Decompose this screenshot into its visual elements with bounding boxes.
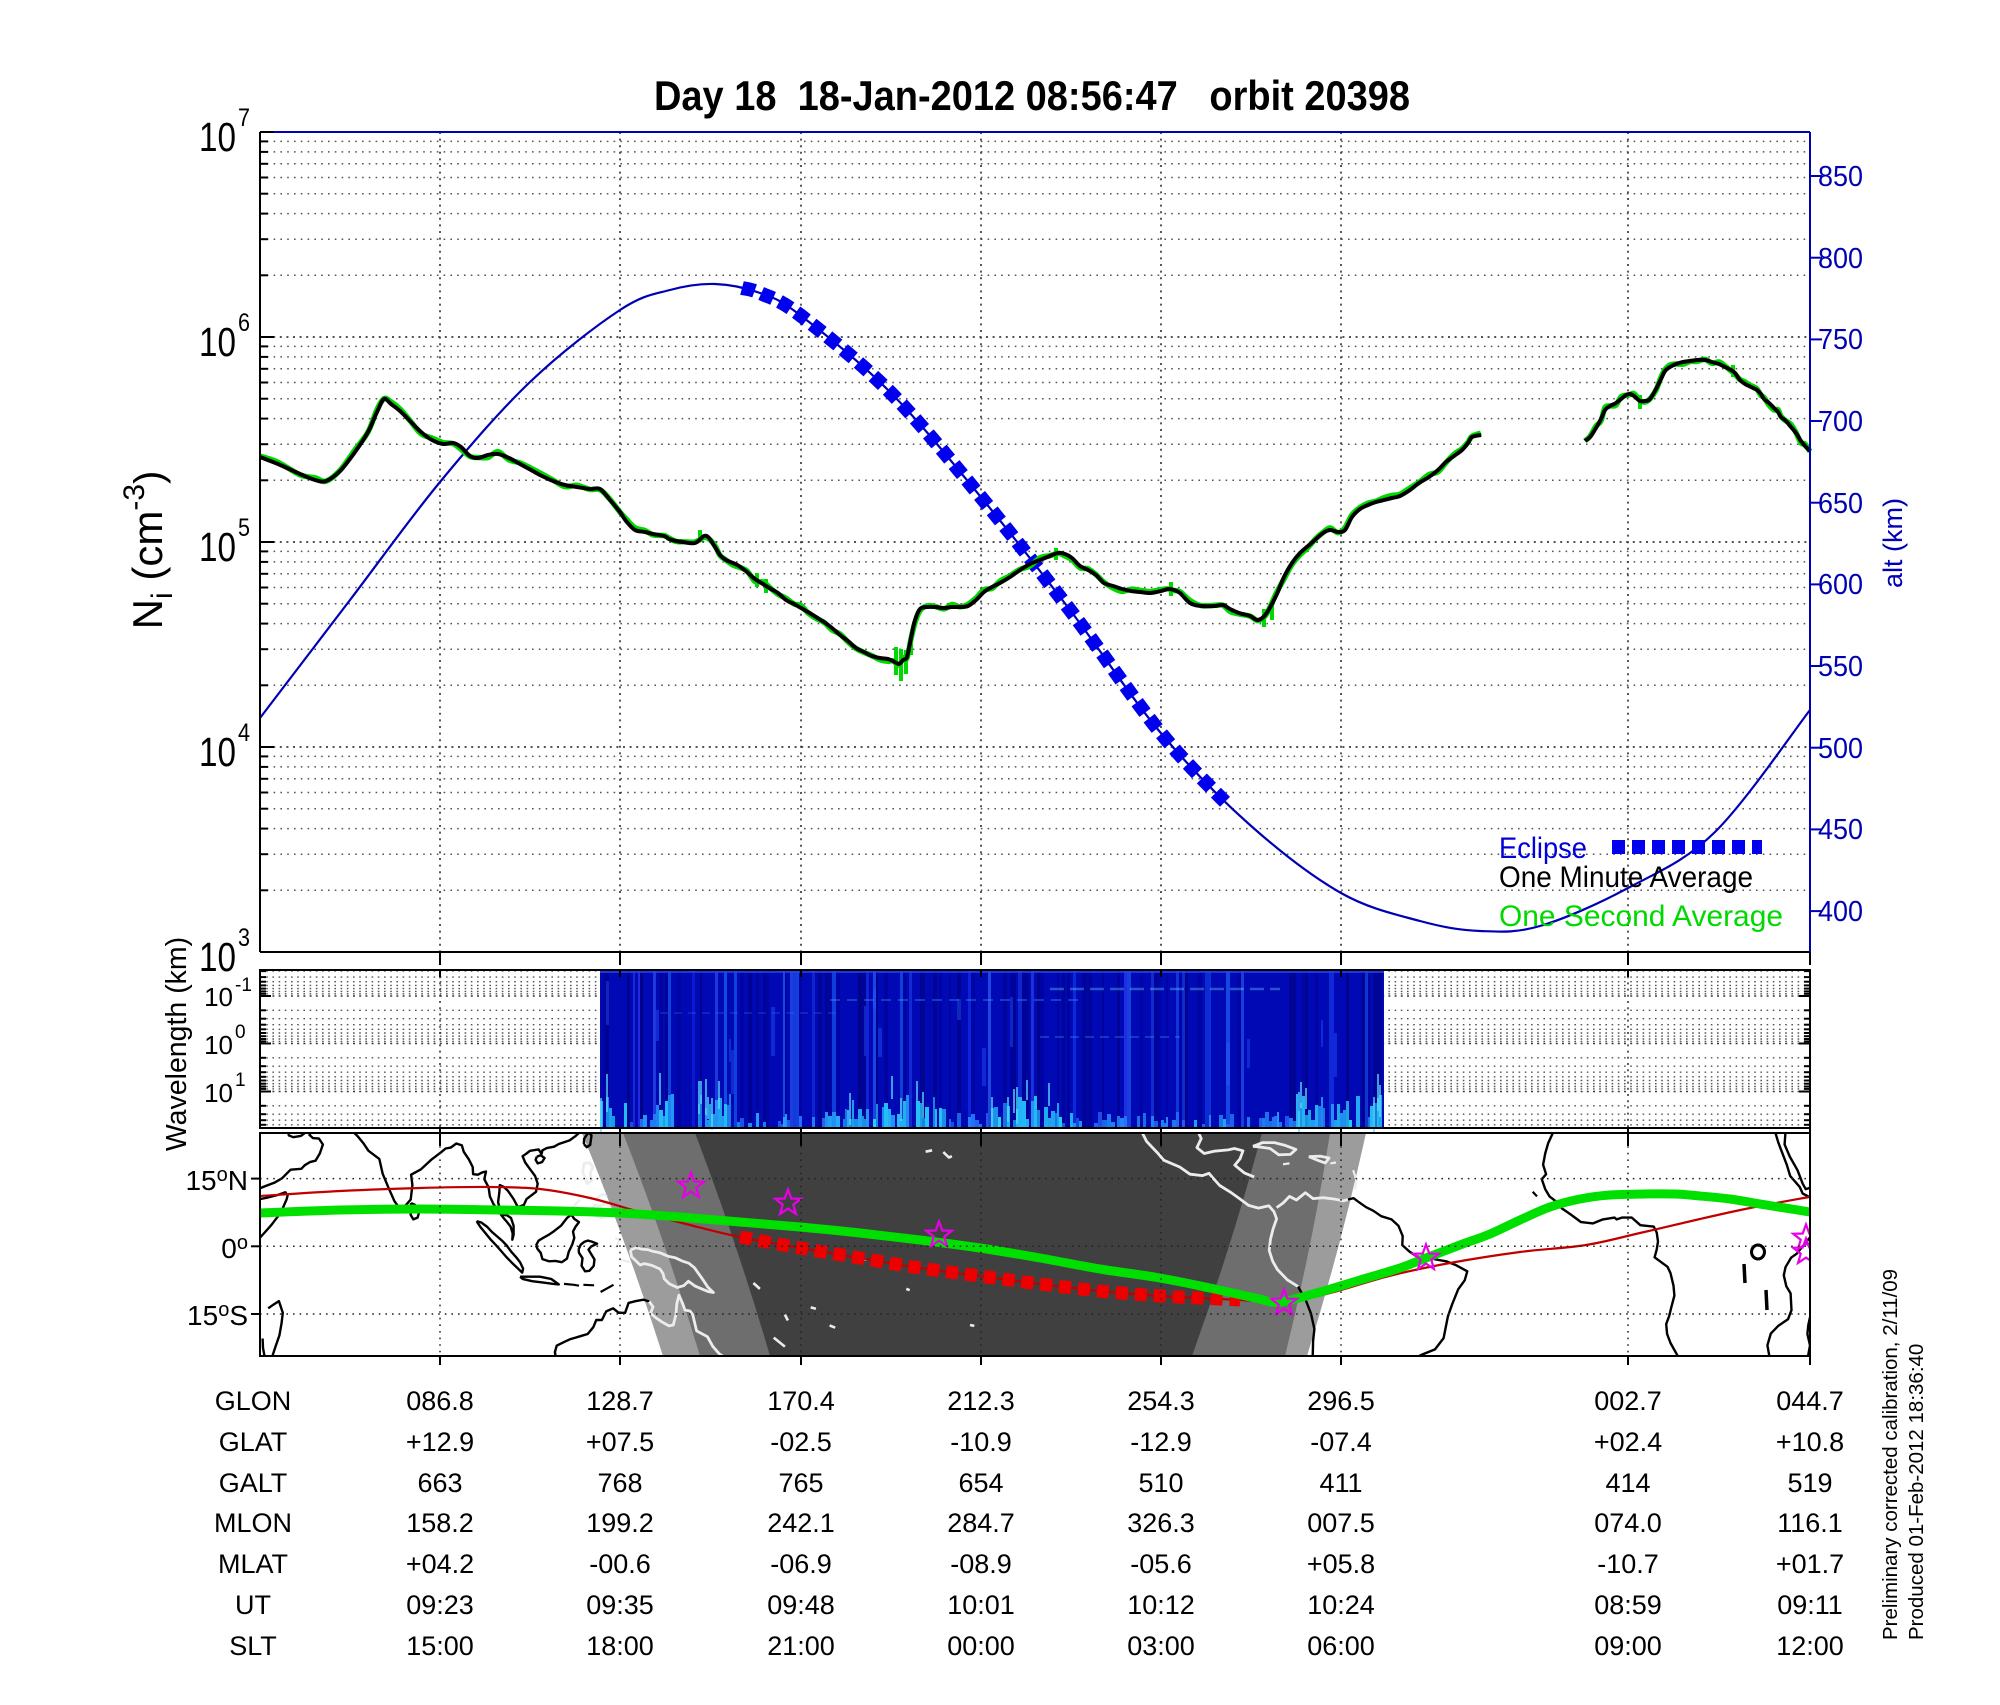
svg-text:10:01: 10:01 <box>947 1590 1015 1620</box>
svg-text:0: 0 <box>235 1022 246 1043</box>
svg-text:284.7: 284.7 <box>947 1508 1015 1538</box>
svg-text:212.3: 212.3 <box>947 1386 1015 1416</box>
svg-text:Preliminary corrected calibrat: Preliminary corrected calibration, 2/11/… <box>1879 1269 1902 1640</box>
svg-text:-00.6: -00.6 <box>589 1549 651 1579</box>
svg-text:-12.9: -12.9 <box>1130 1427 1192 1457</box>
svg-text:15oS: 15oS <box>187 1299 248 1331</box>
svg-text:-05.6: -05.6 <box>1130 1549 1192 1579</box>
svg-text:+07.5: +07.5 <box>586 1427 654 1457</box>
svg-text:10:12: 10:12 <box>1127 1590 1195 1620</box>
svg-text:18:00: 18:00 <box>586 1631 654 1661</box>
svg-text:21:00: 21:00 <box>767 1631 835 1661</box>
svg-text:+01.7: +01.7 <box>1776 1549 1844 1579</box>
svg-text:10: 10 <box>199 114 236 160</box>
svg-text:296.5: 296.5 <box>1307 1386 1375 1416</box>
svg-text:UT: UT <box>235 1590 271 1620</box>
svg-text:6: 6 <box>238 309 250 337</box>
svg-text:09:35: 09:35 <box>586 1590 654 1620</box>
svg-text:GLAT: GLAT <box>219 1427 288 1457</box>
svg-text:15:00: 15:00 <box>406 1631 474 1661</box>
svg-text:Eclipse: Eclipse <box>1499 832 1587 865</box>
svg-text:326.3: 326.3 <box>1127 1508 1195 1538</box>
svg-text:10: 10 <box>204 982 233 1012</box>
svg-text:-10.9: -10.9 <box>950 1427 1012 1457</box>
svg-text:One Second Average: One Second Average <box>1499 900 1783 933</box>
svg-text:10: 10 <box>204 1078 233 1108</box>
svg-text:414: 414 <box>1605 1468 1650 1498</box>
svg-text:116.1: 116.1 <box>1777 1508 1843 1538</box>
svg-text:700: 700 <box>1818 406 1863 438</box>
svg-text:242.1: 242.1 <box>767 1508 835 1538</box>
svg-text:00:00: 00:00 <box>947 1631 1015 1661</box>
svg-text:510: 510 <box>1138 1468 1183 1498</box>
svg-text:600: 600 <box>1818 569 1863 601</box>
svg-text:254.3: 254.3 <box>1127 1386 1195 1416</box>
svg-text:002.7: 002.7 <box>1594 1386 1662 1416</box>
svg-text:MLON: MLON <box>214 1508 292 1538</box>
svg-text:7: 7 <box>238 104 250 132</box>
svg-text:Wavelength (km): Wavelength (km) <box>161 937 193 1151</box>
svg-text:654: 654 <box>958 1468 1003 1498</box>
svg-text:550: 550 <box>1818 651 1863 683</box>
svg-text:10: 10 <box>204 1030 233 1060</box>
svg-text:03:00: 03:00 <box>1127 1631 1195 1661</box>
svg-text:411: 411 <box>1319 1468 1362 1498</box>
svg-text:663: 663 <box>417 1468 462 1498</box>
svg-text:007.5: 007.5 <box>1307 1508 1375 1538</box>
svg-text:+05.8: +05.8 <box>1307 1549 1375 1579</box>
svg-text:-08.9: -08.9 <box>950 1549 1012 1579</box>
svg-text:086.8: 086.8 <box>406 1386 474 1416</box>
svg-text:768: 768 <box>597 1468 642 1498</box>
svg-text:1: 1 <box>235 1070 246 1091</box>
svg-text:+04.2: +04.2 <box>406 1549 474 1579</box>
svg-text:MLAT: MLAT <box>218 1549 288 1579</box>
svg-text:-10.7: -10.7 <box>1597 1549 1659 1579</box>
svg-text:09:11: 09:11 <box>1777 1590 1843 1620</box>
svg-text:10: 10 <box>199 524 236 570</box>
svg-text:450: 450 <box>1818 814 1863 846</box>
svg-text:+12.9: +12.9 <box>406 1427 474 1457</box>
svg-text:06:00: 06:00 <box>1307 1631 1375 1661</box>
svg-text:09:23: 09:23 <box>406 1590 474 1620</box>
svg-text:4: 4 <box>238 719 250 747</box>
svg-text:199.2: 199.2 <box>586 1508 654 1538</box>
svg-text:800: 800 <box>1818 243 1863 275</box>
svg-text:074.0: 074.0 <box>1594 1508 1662 1538</box>
svg-text:-07.4: -07.4 <box>1310 1427 1372 1457</box>
svg-text:044.7: 044.7 <box>1776 1386 1844 1416</box>
svg-text:10:24: 10:24 <box>1307 1590 1375 1620</box>
svg-text:+10.8: +10.8 <box>1776 1427 1844 1457</box>
svg-text:-06.9: -06.9 <box>770 1549 832 1579</box>
svg-text:500: 500 <box>1818 733 1863 765</box>
svg-text:One Minute Average: One Minute Average <box>1499 861 1753 894</box>
svg-text:-02.5: -02.5 <box>770 1427 832 1457</box>
svg-text:-1: -1 <box>235 975 252 996</box>
svg-text:08:59: 08:59 <box>1594 1590 1662 1620</box>
svg-text:400: 400 <box>1818 896 1863 928</box>
svg-text:09:48: 09:48 <box>767 1590 835 1620</box>
svg-text:+02.4: +02.4 <box>1594 1427 1662 1457</box>
svg-text:158.2: 158.2 <box>406 1508 474 1538</box>
svg-text:GLON: GLON <box>215 1386 292 1416</box>
svg-text:12:00: 12:00 <box>1776 1631 1844 1661</box>
svg-text:170.4: 170.4 <box>767 1386 835 1416</box>
svg-text:750: 750 <box>1818 324 1863 356</box>
svg-text:10: 10 <box>199 934 236 980</box>
svg-text:SLT: SLT <box>229 1631 277 1661</box>
svg-text:519: 519 <box>1787 1468 1832 1498</box>
svg-text:Day 18 18-Jan-2012 08:56:47: Day 18 18-Jan-2012 08:56:47 orbit 20398 <box>654 72 1410 119</box>
svg-text:128.7: 128.7 <box>586 1386 654 1416</box>
svg-text:5: 5 <box>238 514 250 542</box>
svg-text:09:00: 09:00 <box>1594 1631 1662 1661</box>
svg-text:3: 3 <box>238 924 250 952</box>
svg-text:10: 10 <box>199 319 236 365</box>
svg-text:alt (km): alt (km) <box>1878 498 1908 588</box>
svg-text:650: 650 <box>1818 488 1863 520</box>
svg-text:Produced 01-Feb-2012 18:36:40: Produced 01-Feb-2012 18:36:40 <box>1905 1344 1928 1640</box>
svg-text:765: 765 <box>778 1468 823 1498</box>
svg-text:GALT: GALT <box>219 1468 288 1498</box>
svg-text:10: 10 <box>199 729 236 775</box>
svg-text:850: 850 <box>1818 161 1863 193</box>
